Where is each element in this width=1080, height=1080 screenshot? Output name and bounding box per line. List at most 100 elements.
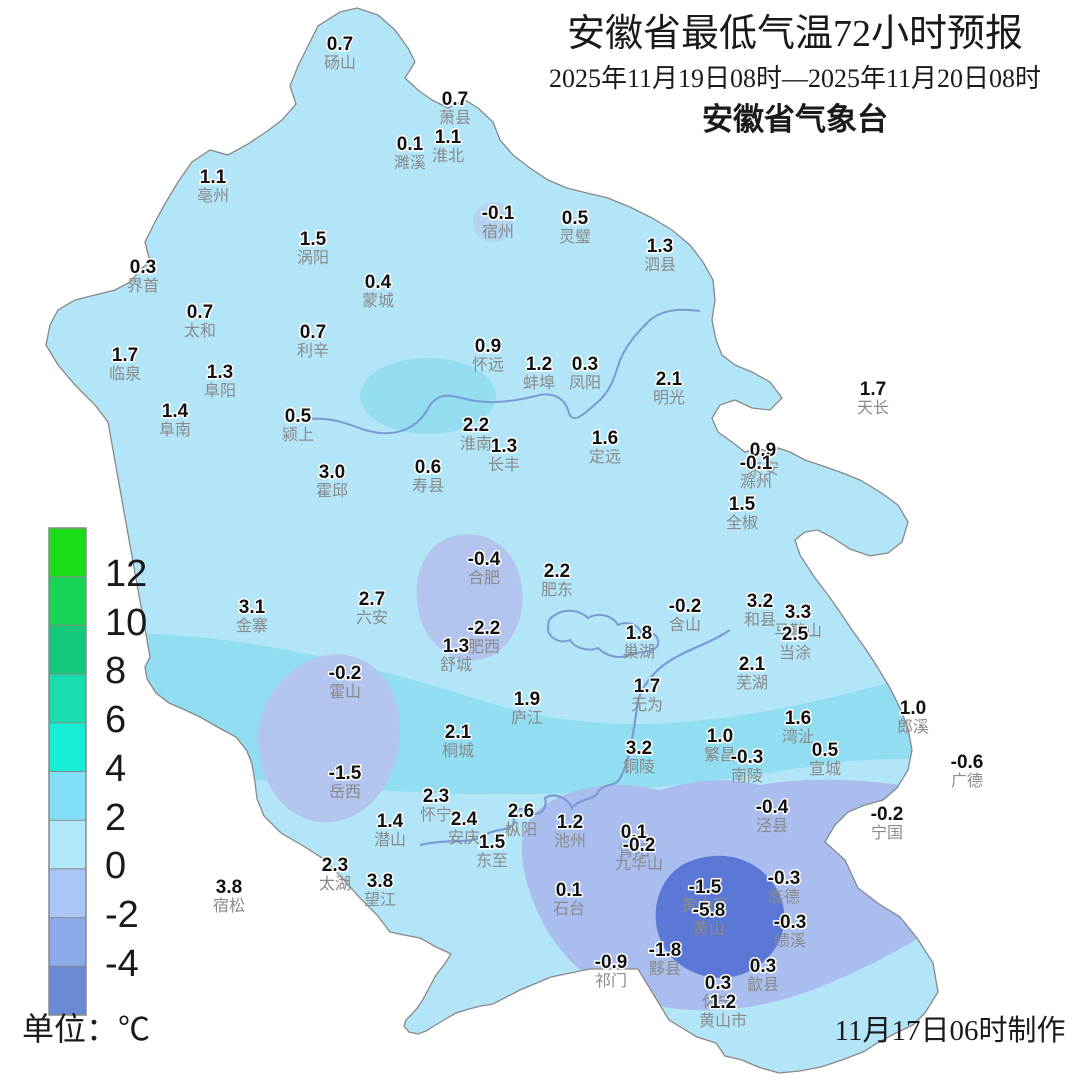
svg-text:太湖: 太湖 bbox=[319, 875, 351, 893]
svg-text:1.2: 1.2 bbox=[710, 992, 736, 1013]
svg-text:0.9: 0.9 bbox=[475, 336, 501, 357]
svg-text:0.4: 0.4 bbox=[365, 272, 392, 293]
svg-text:祁门: 祁门 bbox=[595, 972, 627, 990]
svg-text:歙县: 歙县 bbox=[747, 975, 779, 994]
svg-text:10: 10 bbox=[105, 602, 147, 644]
svg-text:0.1: 0.1 bbox=[556, 880, 583, 901]
svg-text:铜陵: 铜陵 bbox=[623, 758, 655, 776]
svg-text:2.2: 2.2 bbox=[463, 415, 489, 436]
svg-text:-1.5: -1.5 bbox=[329, 763, 362, 784]
svg-text:1.3: 1.3 bbox=[647, 236, 673, 257]
svg-text:-0.2: -0.2 bbox=[329, 663, 362, 684]
svg-text:太和: 太和 bbox=[184, 322, 216, 340]
svg-text:-0.4: -0.4 bbox=[756, 797, 789, 818]
svg-text:利辛: 利辛 bbox=[297, 342, 329, 360]
svg-text:0.7: 0.7 bbox=[300, 322, 326, 343]
svg-text:-1.8: -1.8 bbox=[649, 940, 682, 961]
svg-text:1.1: 1.1 bbox=[435, 127, 462, 148]
svg-text:1.9: 1.9 bbox=[514, 689, 540, 710]
svg-text:阜阳: 阜阳 bbox=[204, 382, 236, 400]
svg-text:寿县: 寿县 bbox=[412, 477, 444, 495]
svg-text:8: 8 bbox=[105, 650, 126, 692]
svg-text:3.2: 3.2 bbox=[747, 591, 773, 612]
svg-text:-0.1: -0.1 bbox=[740, 453, 773, 474]
svg-text:霍邱: 霍邱 bbox=[316, 482, 348, 500]
svg-text:金寨: 金寨 bbox=[236, 617, 268, 635]
svg-text:肥东: 肥东 bbox=[541, 581, 573, 599]
svg-text:亳州: 亳州 bbox=[197, 187, 229, 205]
svg-text:明光: 明光 bbox=[653, 389, 685, 407]
svg-text:绩溪: 绩溪 bbox=[774, 932, 806, 950]
svg-text:0.5: 0.5 bbox=[812, 740, 839, 761]
svg-text:肥西: 肥西 bbox=[468, 638, 500, 656]
svg-text:泗县: 泗县 bbox=[644, 256, 676, 274]
svg-text:潜山: 潜山 bbox=[374, 831, 406, 849]
svg-text:1.7: 1.7 bbox=[860, 379, 886, 400]
svg-text:-0.9: -0.9 bbox=[595, 952, 628, 973]
svg-text:萧县: 萧县 bbox=[439, 109, 471, 127]
svg-text:1.3: 1.3 bbox=[443, 636, 469, 657]
svg-text:1.5: 1.5 bbox=[729, 494, 756, 515]
svg-text:舒城: 舒城 bbox=[440, 656, 472, 674]
svg-text:怀远: 怀远 bbox=[472, 356, 504, 374]
svg-text:池州: 池州 bbox=[554, 832, 586, 850]
svg-text:12: 12 bbox=[105, 553, 147, 595]
svg-text:3.8: 3.8 bbox=[216, 877, 242, 898]
svg-text:淮北: 淮北 bbox=[432, 147, 464, 165]
svg-text:-1.5: -1.5 bbox=[689, 877, 722, 898]
svg-text:1.8: 1.8 bbox=[626, 623, 652, 644]
svg-text:1.4: 1.4 bbox=[162, 401, 189, 422]
svg-text:0.3: 0.3 bbox=[572, 354, 598, 375]
svg-text:蒙城: 蒙城 bbox=[362, 292, 394, 310]
svg-text:宣城: 宣城 bbox=[809, 760, 841, 778]
svg-text:3.0: 3.0 bbox=[319, 462, 345, 483]
svg-text:灵璧: 灵璧 bbox=[559, 227, 591, 246]
svg-text:宁国: 宁国 bbox=[871, 824, 903, 842]
svg-text:3.8: 3.8 bbox=[367, 871, 393, 892]
svg-text:0.7: 0.7 bbox=[327, 34, 353, 55]
svg-text:1.1: 1.1 bbox=[200, 167, 227, 188]
svg-text:-4: -4 bbox=[105, 943, 139, 985]
svg-text:6: 6 bbox=[105, 699, 126, 741]
svg-text:霍山: 霍山 bbox=[329, 683, 361, 701]
svg-text:2.1: 2.1 bbox=[445, 722, 472, 743]
svg-text:-0.3: -0.3 bbox=[768, 868, 801, 889]
svg-text:砀山: 砀山 bbox=[324, 54, 356, 72]
svg-text:0.6: 0.6 bbox=[415, 457, 441, 478]
svg-text:0.3: 0.3 bbox=[750, 956, 776, 977]
svg-text:2.7: 2.7 bbox=[359, 589, 385, 610]
svg-text:11月17日06时制作: 11月17日06时制作 bbox=[835, 1014, 1066, 1047]
svg-text:3.3: 3.3 bbox=[785, 602, 811, 623]
svg-text:淮南: 淮南 bbox=[460, 435, 492, 453]
svg-text:颍上: 颍上 bbox=[282, 426, 314, 444]
svg-text:定远: 定远 bbox=[589, 448, 621, 466]
svg-text:东至: 东至 bbox=[476, 852, 508, 870]
svg-text:3.2: 3.2 bbox=[626, 738, 652, 759]
svg-text:单位：℃: 单位：℃ bbox=[22, 1011, 150, 1047]
svg-text:-5.8: -5.8 bbox=[693, 900, 726, 921]
svg-text:桐城: 桐城 bbox=[442, 742, 474, 760]
svg-text:0.7: 0.7 bbox=[187, 302, 213, 323]
svg-text:2025年11月19日08时—2025年11月20日08时: 2025年11月19日08时—2025年11月20日08时 bbox=[549, 64, 1041, 93]
svg-text:2.3: 2.3 bbox=[423, 786, 449, 807]
svg-text:临泉: 临泉 bbox=[109, 365, 141, 383]
svg-text:凤阳: 凤阳 bbox=[569, 374, 601, 392]
svg-text:-0.4: -0.4 bbox=[468, 549, 501, 570]
svg-text:2: 2 bbox=[105, 797, 126, 839]
svg-text:芜湖: 芜湖 bbox=[736, 674, 768, 692]
svg-text:1.2: 1.2 bbox=[526, 354, 552, 375]
svg-text:0: 0 bbox=[105, 845, 126, 887]
svg-text:0.5: 0.5 bbox=[562, 208, 589, 229]
svg-text:黟县: 黟县 bbox=[649, 960, 681, 978]
svg-text:怀宁: 怀宁 bbox=[420, 806, 452, 824]
svg-text:枞阳: 枞阳 bbox=[505, 821, 537, 839]
svg-text:-0.2: -0.2 bbox=[669, 596, 702, 617]
svg-text:1.4: 1.4 bbox=[377, 811, 404, 832]
svg-text:望江: 望江 bbox=[364, 891, 396, 909]
svg-text:2.4: 2.4 bbox=[451, 809, 478, 830]
svg-text:1.3: 1.3 bbox=[207, 362, 233, 383]
svg-text:黄山: 黄山 bbox=[693, 920, 725, 938]
svg-text:郎溪: 郎溪 bbox=[897, 718, 929, 736]
svg-text:1.7: 1.7 bbox=[112, 345, 138, 366]
svg-text:九华山: 九华山 bbox=[615, 855, 663, 873]
